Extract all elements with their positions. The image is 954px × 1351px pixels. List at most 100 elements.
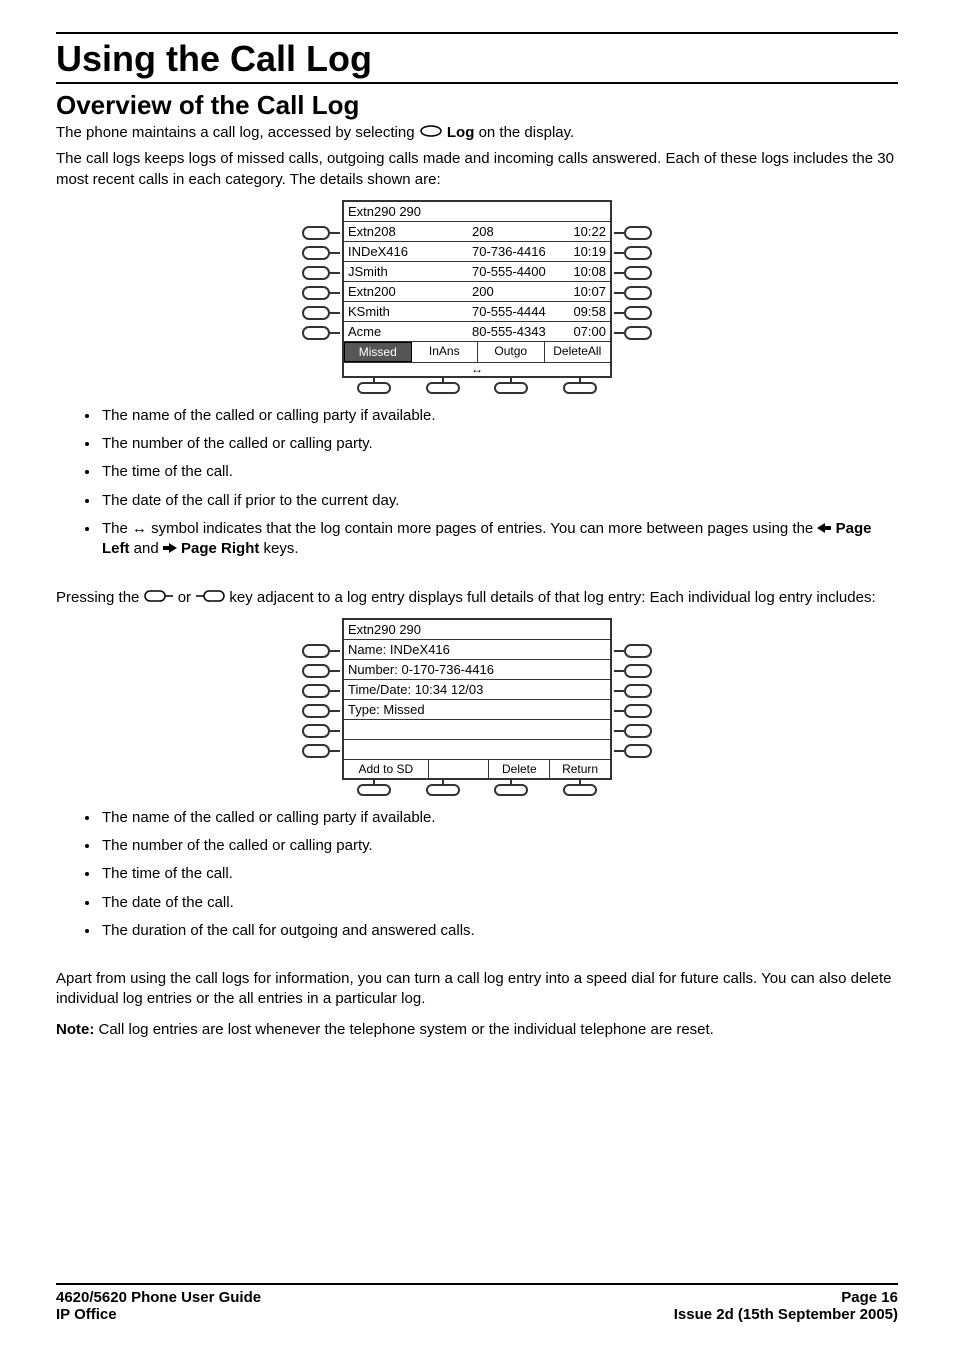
softkey-right-2b[interactable] <box>614 664 652 678</box>
bottom-softkey-1[interactable] <box>357 382 391 394</box>
oval-key-icon <box>419 123 443 143</box>
b2-5: The duration of the call for outgoing an… <box>100 921 898 941</box>
softkey-left-3b[interactable] <box>302 684 340 698</box>
paging-arrows: ↔ <box>344 362 610 376</box>
softkey-right-5[interactable] <box>614 306 652 320</box>
bullet-4: The date of the call if prior to the cur… <box>100 491 898 511</box>
log-num: 208 <box>472 224 564 239</box>
intro-paragraph-1: The phone maintains a call log, accessed… <box>56 123 898 143</box>
note-label: Note: <box>56 1021 94 1038</box>
section-heading: Overview of the Call Log <box>56 90 898 121</box>
detail-line-5 <box>344 720 610 740</box>
softkey-right-4[interactable] <box>614 286 652 300</box>
log-num: 200 <box>472 284 564 299</box>
log-name: Extn208 <box>348 224 472 239</box>
log-time: 09:58 <box>564 304 606 319</box>
log-name: KSmith <box>348 304 472 319</box>
bottom-softkey-3b[interactable] <box>494 784 528 796</box>
softkey-left-2[interactable] <box>302 246 340 260</box>
page-top-rule <box>56 32 898 34</box>
footer-left-2: IP Office <box>56 1306 117 1323</box>
detail-line-3: Time/Date: 10:34 12/03 <box>344 680 610 700</box>
softkey-left-4[interactable] <box>302 286 340 300</box>
softkey-right-3b[interactable] <box>614 684 652 698</box>
softkey-left-3[interactable] <box>302 266 340 280</box>
softkey-left-6b[interactable] <box>302 744 340 758</box>
page-right-label: Page Right <box>177 540 260 557</box>
detail-line-6 <box>344 740 610 760</box>
tab-missed[interactable]: Missed <box>344 342 412 362</box>
footer-right-2: Issue 2d (15th September 2005) <box>674 1306 898 1323</box>
softkey-right-6[interactable] <box>614 326 652 340</box>
bottom-softkey-4[interactable] <box>563 382 597 394</box>
log-time: 07:00 <box>564 324 606 339</box>
softkey-left-icon <box>144 588 174 608</box>
bottom-softkey-4b[interactable] <box>563 784 597 796</box>
page-title: Using the Call Log <box>56 38 898 80</box>
bottom-softkeys <box>340 382 614 394</box>
softkey-left-2b[interactable] <box>302 664 340 678</box>
screen-header: Extn290 290 <box>344 202 610 222</box>
call-log-list-screen: Extn290 290 Extn208 208 10:22 INDeX416 7… <box>56 200 898 394</box>
page-right-icon <box>163 539 177 559</box>
softkey-right-4b[interactable] <box>614 704 652 718</box>
closing-paragraph-1: Apart from using the call logs for infor… <box>56 969 898 1010</box>
softkey-right-1[interactable] <box>614 226 652 240</box>
b5-end: keys. <box>259 540 298 557</box>
log-name: INDeX416 <box>348 244 472 259</box>
bottom-softkey-2[interactable] <box>426 382 460 394</box>
softkey-left-6[interactable] <box>302 326 340 340</box>
mid-c: key adjacent to a log entry displays ful… <box>229 589 875 606</box>
bullet-list-1: The name of the called or calling party … <box>100 406 898 560</box>
footer-rule <box>56 1283 898 1285</box>
mid-a: Pressing the <box>56 589 144 606</box>
intro-paragraph-2: The call logs keeps logs of missed calls… <box>56 149 898 190</box>
h1-rule <box>56 82 898 84</box>
softkey-left-1[interactable] <box>302 226 340 240</box>
right-softkeys <box>614 200 652 340</box>
bullet-3: The time of the call. <box>100 462 898 482</box>
softkey-right-5b[interactable] <box>614 724 652 738</box>
closing-paragraph-2: Note: Call log entries are lost whenever… <box>56 1020 898 1040</box>
detail-line-2: Number: 0-170-736-4416 <box>344 660 610 680</box>
softkey-right-2[interactable] <box>614 246 652 260</box>
log-row-1: Extn208 208 10:22 <box>344 222 610 242</box>
log-time: 10:22 <box>564 224 606 239</box>
b2-4: The date of the call. <box>100 893 898 913</box>
tab-return[interactable]: Return <box>550 760 610 778</box>
log-num: 70-555-4444 <box>472 304 564 319</box>
bullet-1: The name of the called or calling party … <box>100 406 898 426</box>
mid-b: or <box>178 589 196 606</box>
tab-delete[interactable]: Delete <box>489 760 550 778</box>
detail-line-1: Name: INDeX416 <box>344 640 610 660</box>
intro1-log-label: Log <box>447 124 475 141</box>
bottom-softkey-1b[interactable] <box>357 784 391 796</box>
detail-header: Extn290 290 <box>344 620 610 640</box>
softkey-left-4b[interactable] <box>302 704 340 718</box>
call-log-detail-screen: Extn290 290 Name: INDeX416 Number: 0-170… <box>56 618 898 796</box>
softkey-left-1b[interactable] <box>302 644 340 658</box>
bullet-list-2: The name of the called or calling party … <box>100 808 898 941</box>
tab-add-to-sd[interactable]: Add to SD <box>344 760 429 778</box>
softkey-right-icon <box>195 588 225 608</box>
log-row-6: Acme 80-555-4343 07:00 <box>344 322 610 342</box>
screen-tabbar: Missed InAns Outgo DeleteAll <box>344 342 610 362</box>
log-name: JSmith <box>348 264 472 279</box>
detail-line-4: Type: Missed <box>344 700 610 720</box>
tab-outgo[interactable]: Outgo <box>478 342 545 362</box>
footer-left-1: 4620/5620 Phone User Guide <box>56 1289 261 1306</box>
bottom-softkey-2b[interactable] <box>426 784 460 796</box>
b2-1: The name of the called or calling party … <box>100 808 898 828</box>
softkey-right-6b[interactable] <box>614 744 652 758</box>
bottom-softkeys-2 <box>340 784 614 796</box>
tab-deleteall[interactable]: DeleteAll <box>545 342 611 362</box>
bottom-softkey-3[interactable] <box>494 382 528 394</box>
softkey-right-1b[interactable] <box>614 644 652 658</box>
log-num: 80-555-4343 <box>472 324 564 339</box>
b2-2: The number of the called or calling part… <box>100 836 898 856</box>
softkey-left-5[interactable] <box>302 306 340 320</box>
tab-inans[interactable]: InAns <box>412 342 479 362</box>
softkey-left-5b[interactable] <box>302 724 340 738</box>
softkey-right-3[interactable] <box>614 266 652 280</box>
left-softkeys <box>302 200 340 340</box>
